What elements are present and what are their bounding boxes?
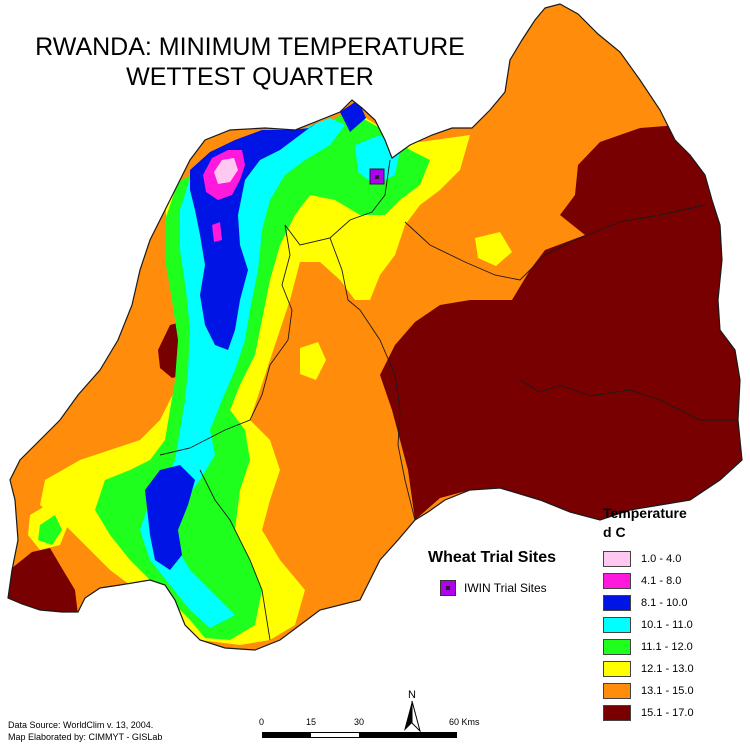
- boundary-kigali-south: [329, 237, 416, 521]
- legend-swatch: [603, 573, 631, 589]
- zone-12-13-patch-b: [300, 342, 326, 380]
- legend-label: 10.1 - 11.0: [641, 619, 693, 631]
- legend-row: 10.1 - 11.0: [603, 616, 694, 634]
- trial-site-symbol: [440, 580, 456, 596]
- boundary-east-inner: [519, 379, 738, 421]
- zone-11-12-patch: [38, 515, 62, 545]
- legend-swatch: [603, 705, 631, 721]
- legend-label: 11.1 - 12.0: [641, 641, 693, 653]
- north-arrow-icon: N: [404, 689, 421, 733]
- scale-segment: [359, 733, 456, 737]
- boundary-kigali-east: [404, 204, 706, 281]
- legend-rows: 1.0 - 4.0 4.1 - 8.0 8.1 - 10.0 10.1 - 11.0 1…: [603, 550, 694, 722]
- legend-label: 8.1 - 10.0: [641, 597, 688, 609]
- national-border: [7, 3, 743, 651]
- trial-sites-label: IWIN Trial Sites: [464, 581, 547, 595]
- legend-label: 13.1 - 15.0: [641, 685, 694, 697]
- zone-8-10-south: [145, 465, 195, 570]
- legend-title: Temperature: [603, 505, 687, 521]
- legend-swatch: [603, 595, 631, 611]
- north-label: N: [408, 689, 416, 701]
- legend-swatch: [603, 551, 631, 567]
- elaboration-credit: Map Elaborated by: CIMMYT - GISLab: [8, 732, 163, 742]
- zone-8-10-north-patch: [340, 100, 366, 132]
- zone-10-11: [140, 118, 345, 628]
- zone-15-17-east-fringe: [582, 190, 722, 360]
- legend-row: 15.1 - 17.0: [603, 704, 694, 722]
- boundary-west-north: [159, 224, 293, 456]
- boundary-south-inner: [199, 469, 271, 641]
- legend-row: 1.0 - 4.0: [603, 550, 694, 568]
- trial-sites-heading: Wheat Trial Sites: [428, 549, 557, 566]
- legend-row: 13.1 - 15.0: [603, 682, 694, 700]
- zone-12-13-patch-c: [475, 232, 512, 266]
- scale-label-30: 30: [354, 717, 365, 727]
- zone-15-17-southwest: [8, 548, 78, 615]
- legend-swatch: [603, 639, 631, 655]
- province-boundaries: [159, 159, 738, 641]
- legend-swatch: [603, 683, 631, 699]
- legend-row: 4.1 - 8.0: [603, 572, 694, 590]
- map-credits: Data Source: WorldClim v. 13, 2004. Map …: [8, 719, 162, 743]
- scale-bar-graphic: [262, 732, 457, 738]
- legend-swatch: [603, 661, 631, 677]
- map-title-line1: RWANDA: MINIMUM TEMPERATURE: [35, 33, 465, 61]
- legend-label: 15.1 - 17.0: [641, 707, 694, 719]
- trial-sites-legend: IWIN Trial Sites: [440, 580, 547, 596]
- legend-swatch: [603, 617, 631, 633]
- legend-label: 1.0 - 4.0: [641, 553, 682, 565]
- zone-4-8-patch: [212, 222, 222, 242]
- legend-label: 4.1 - 8.0: [641, 575, 682, 587]
- trial-site-marker: [369, 168, 385, 185]
- data-source-credit: Data Source: WorldClim v. 13, 2004.: [8, 720, 154, 730]
- legend-row: 12.1 - 13.0: [603, 660, 694, 678]
- scale-label-60: 60 Kms: [449, 717, 480, 727]
- legend-row: 11.1 - 12.0: [603, 638, 694, 656]
- temperature-legend: Temperature d C 1.0 - 4.0 4.1 - 8.0 8.1 - …: [603, 504, 694, 726]
- legend-label: 12.1 - 13.0: [641, 663, 694, 675]
- map-title: RWANDA: MINIMUM TEMPERATURE WETTEST QUAR…: [0, 32, 500, 92]
- scale-label-0: 0: [259, 717, 265, 727]
- map-title-line2: WETTEST QUARTER: [126, 63, 374, 91]
- zone-1-4: [214, 158, 238, 184]
- scale-segment: [263, 733, 311, 737]
- legend-row: 8.1 - 10.0: [603, 594, 694, 612]
- legend-unit: d C: [603, 524, 626, 540]
- scale-label-15: 15: [306, 717, 317, 727]
- boundary-north-kigali: [284, 159, 391, 246]
